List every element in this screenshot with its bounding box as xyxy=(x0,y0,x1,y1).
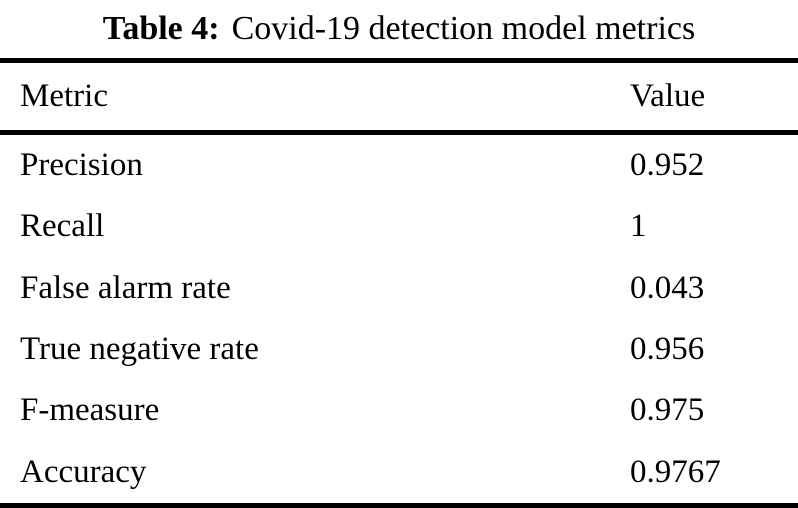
table-header-row: Metric Value xyxy=(0,63,798,130)
table-caption-text: Covid-19 detection model metrics xyxy=(231,10,696,47)
value-cell: 0.043 xyxy=(630,269,705,306)
metric-cell: False alarm rate xyxy=(20,269,231,306)
table-row: Precision 0.952 xyxy=(0,135,798,196)
table-bottom-rule xyxy=(0,503,798,508)
value-cell: 0.975 xyxy=(630,392,705,429)
table-header-rule xyxy=(0,130,798,135)
metric-cell: Recall xyxy=(20,208,105,245)
value-cell: 0.9767 xyxy=(630,453,721,490)
metric-cell: F-measure xyxy=(20,392,160,429)
table-row: Recall 1 xyxy=(0,196,798,257)
table-top-rule xyxy=(0,58,798,63)
value-cell: 1 xyxy=(630,208,647,245)
table-row: Accuracy 0.9767 xyxy=(0,442,798,503)
table-caption-label: Table 4: xyxy=(102,10,220,47)
table-row: False alarm rate 0.043 xyxy=(0,258,798,319)
metric-cell: Precision xyxy=(20,147,143,184)
table-row: True negative rate 0.956 xyxy=(0,319,798,380)
value-cell: 0.952 xyxy=(630,147,705,184)
metric-cell: True negative rate xyxy=(20,331,259,368)
table-body: Precision 0.952 Recall 1 False alarm rat… xyxy=(0,135,798,503)
table-caption: Table 4: Covid-19 detection model metric… xyxy=(0,0,798,58)
column-header-metric: Metric xyxy=(20,78,108,114)
column-header-value: Value xyxy=(630,78,706,114)
metric-cell: Accuracy xyxy=(20,453,147,490)
value-cell: 0.956 xyxy=(630,331,705,368)
table-row: F-measure 0.975 xyxy=(0,380,798,441)
